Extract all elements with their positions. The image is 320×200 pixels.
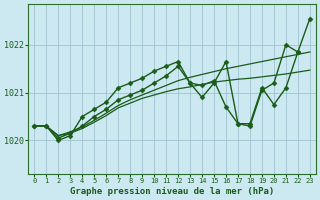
X-axis label: Graphe pression niveau de la mer (hPa): Graphe pression niveau de la mer (hPa) <box>70 187 274 196</box>
